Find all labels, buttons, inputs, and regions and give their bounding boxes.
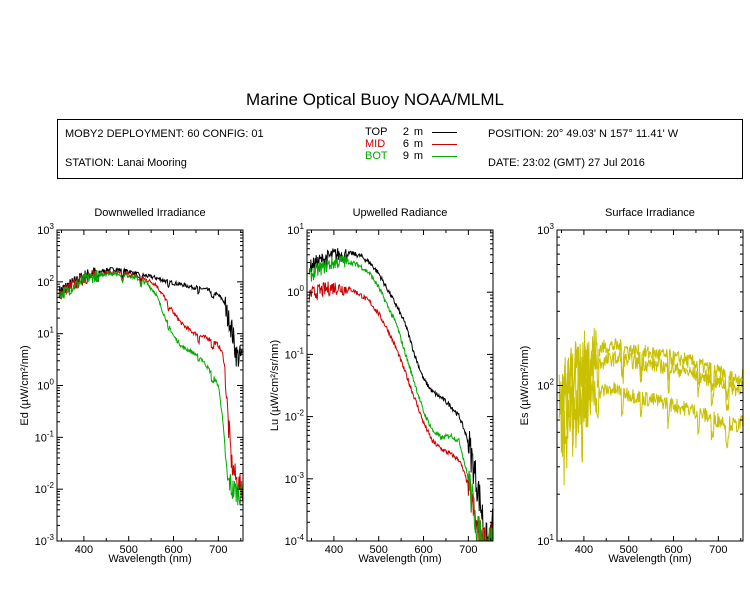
legend-item-bot: BOT 9 m (365, 150, 457, 162)
x-tick-label: 500 (370, 544, 388, 556)
y-tick-label: 101 (287, 222, 304, 237)
deployment-text: MOBY2 DEPLOYMENT: 60 CONFIG: 01 (65, 128, 264, 140)
y-tick-label: 102 (37, 274, 54, 289)
x-axis-label: Wavelength (nm) (108, 553, 191, 565)
series-line-bot (308, 254, 493, 541)
date-text: DATE: 23:02 (GMT) 27 Jul 2016 (488, 157, 645, 169)
series-line-top (308, 248, 493, 541)
y-tick-label: 100 (287, 284, 304, 299)
series-line-mid (58, 270, 243, 502)
series-line-bot (58, 269, 243, 506)
x-tick-label: 700 (459, 544, 477, 556)
y-tick-label: 10-1 (285, 346, 305, 361)
x-tick-label: 700 (209, 544, 227, 556)
chart-panel-1: Downwelled Irradiance 400 500 600 700 Wavelen… (19, 207, 244, 565)
panel-title: Upwelled Radiance (353, 207, 448, 219)
y-tick-label: 10-3 (35, 533, 55, 548)
panel-title: Downwelled Irradiance (94, 207, 205, 219)
series-line-mid (308, 281, 493, 541)
x-tick-label: 400 (75, 544, 93, 556)
legend-unit: m (413, 126, 423, 138)
info-box: MOBY2 DEPLOYMENT: 60 CONFIG: 01 STATION:… (57, 119, 743, 179)
x-tick-label: 500 (620, 544, 638, 556)
series-line-es-3 (558, 371, 743, 486)
y-tick-label: 10-2 (35, 481, 55, 496)
legend-unit: m (413, 150, 423, 162)
y-tick-label: 102 (537, 378, 554, 393)
plot-frame (306, 229, 494, 542)
y-tick-label: 10-3 (285, 471, 305, 486)
legend-line (432, 156, 457, 157)
legend-depth: 9 (402, 150, 409, 162)
y-tick-label: 10-2 (285, 409, 305, 424)
y-tick-label: 101 (37, 326, 54, 341)
legend-depth: 6 (402, 138, 409, 150)
chart-main-title: Marine Optical Buoy NOAA/MLML (246, 90, 504, 109)
position-text: POSITION: 20° 49.03' N 157° 11.41' W (488, 128, 679, 140)
legend-line (432, 132, 457, 133)
legend-label: MID (365, 138, 386, 150)
legend-unit: m (413, 138, 423, 150)
x-tick-label: 600 (164, 544, 182, 556)
y-tick-label: 101 (537, 533, 554, 548)
y-tick-label: 103 (37, 222, 54, 237)
x-tick-label: 600 (664, 544, 682, 556)
y-axis-label: Lu (µW/cm²/sr/nm) (269, 340, 281, 431)
legend-label: BOT (365, 150, 388, 162)
x-tick-label: 400 (575, 544, 593, 556)
y-axis-label: Es (µW/cm²/nm) (519, 346, 531, 426)
legend-depth: 2 (402, 126, 409, 138)
legend-item-mid: MID 6 m (365, 138, 457, 150)
y-tick-label: 100 (37, 378, 54, 393)
x-axis-label: Wavelength (nm) (608, 553, 691, 565)
x-tick-label: 700 (709, 544, 727, 556)
legend-line (432, 144, 457, 145)
y-axis-label: Ed (µW/cm²/nm) (19, 345, 31, 425)
x-tick-label: 500 (120, 544, 138, 556)
panel-title: Surface Irradiance (605, 207, 695, 219)
x-tick-label: 400 (325, 544, 343, 556)
chart-panel-2: Upwelled Radiance 400 500 600 700 Wavelength … (269, 207, 494, 565)
y-tick-label: 10-1 (35, 429, 55, 444)
station-text: STATION: Lanai Mooring (65, 157, 187, 169)
legend-item-top: TOP 2 m (365, 126, 457, 138)
y-tick-label: 103 (537, 222, 554, 237)
y-tick-label: 10-4 (285, 533, 305, 548)
legend-label: TOP (365, 126, 388, 138)
chart-panel-3: Surface Irradiance 400 500 600 700 Wavelength… (519, 207, 744, 565)
x-axis-label: Wavelength (nm) (358, 553, 441, 565)
x-tick-label: 600 (414, 544, 432, 556)
